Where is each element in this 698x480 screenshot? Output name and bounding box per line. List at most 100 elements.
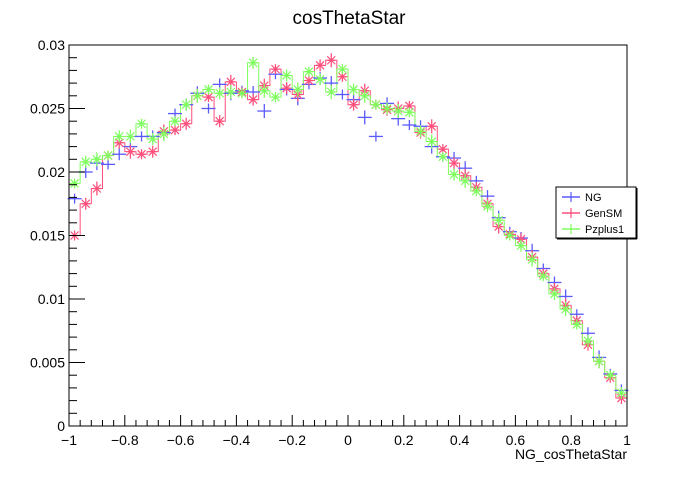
y-tick-label: 0.03 xyxy=(38,37,65,53)
data-point xyxy=(114,130,124,143)
data-point xyxy=(416,125,425,138)
data-point xyxy=(282,82,292,95)
data-point xyxy=(70,178,80,189)
legend-label: Pzplus1 xyxy=(585,224,624,236)
data-point xyxy=(101,159,116,170)
data-point xyxy=(125,144,135,159)
data-point xyxy=(572,319,582,330)
data-point xyxy=(103,150,113,161)
data-point xyxy=(81,197,91,210)
data-point xyxy=(382,102,392,115)
data-point xyxy=(226,84,236,99)
data-point xyxy=(293,82,303,97)
data-point xyxy=(326,53,336,68)
x-axis-label: NG_cosThetaStar xyxy=(515,446,627,462)
data-point xyxy=(201,103,216,114)
data-point xyxy=(427,134,437,149)
data-point xyxy=(170,116,180,127)
x-tick-label: 0.2 xyxy=(394,432,414,448)
data-point xyxy=(460,173,470,188)
data-point xyxy=(92,152,102,167)
data-point xyxy=(438,151,448,162)
data-point xyxy=(616,386,626,399)
data-point xyxy=(181,117,191,130)
data-point xyxy=(360,88,370,103)
data-point xyxy=(527,252,537,267)
data-point xyxy=(583,334,593,347)
y-tick-label: 0.005 xyxy=(30,355,65,371)
data-point xyxy=(204,84,213,95)
data-point xyxy=(257,104,272,119)
data-point xyxy=(271,64,280,75)
chart-title: cosThetaStar xyxy=(293,8,407,29)
data-point xyxy=(483,200,492,213)
y-tick-label: 0.02 xyxy=(38,164,65,180)
x-tick-label: −1 xyxy=(61,432,77,448)
y-tick-label: 0 xyxy=(57,418,65,434)
x-tick-label: 0.6 xyxy=(506,432,526,448)
x-tick-label: 0 xyxy=(344,432,352,448)
data-point xyxy=(181,98,191,111)
data-point xyxy=(170,125,180,136)
x-tick-label: −0.6 xyxy=(167,432,195,448)
data-point xyxy=(393,104,403,119)
data-point xyxy=(304,75,314,86)
x-tick-label: 0.8 xyxy=(561,432,581,448)
data-point xyxy=(471,186,481,197)
data-point xyxy=(349,83,359,96)
data-point xyxy=(137,118,146,129)
data-point xyxy=(259,83,269,98)
legend-label: NG xyxy=(585,192,602,204)
y-tick-label: 0.025 xyxy=(30,101,65,117)
data-point xyxy=(368,131,383,142)
data-point xyxy=(282,69,292,82)
x-tick-label: 0.4 xyxy=(450,432,470,448)
data-point xyxy=(248,93,258,106)
data-point xyxy=(505,230,515,241)
data-point xyxy=(605,370,615,381)
data-point xyxy=(125,129,135,144)
data-point xyxy=(337,64,347,75)
data-point xyxy=(335,89,350,100)
data-point xyxy=(159,126,169,141)
data-point xyxy=(538,271,548,282)
data-point xyxy=(371,99,381,110)
x-tick-label: −0.4 xyxy=(223,432,251,448)
data-point xyxy=(349,98,359,111)
y-tick-label: 0.015 xyxy=(30,228,65,244)
data-point xyxy=(449,157,459,170)
data-point xyxy=(137,149,146,160)
data-point xyxy=(315,73,325,86)
data-point xyxy=(494,213,504,228)
data-point xyxy=(315,59,325,72)
data-point xyxy=(550,287,559,300)
y-tick-label: 0.01 xyxy=(38,291,65,307)
series-pzplus1 xyxy=(70,56,626,399)
data-point xyxy=(357,110,372,125)
data-point xyxy=(427,119,437,134)
data-point xyxy=(215,87,225,100)
data-point xyxy=(449,168,459,181)
data-point xyxy=(402,120,417,131)
data-point xyxy=(337,71,347,82)
legend-item-ng: NG xyxy=(562,192,602,204)
data-point xyxy=(148,145,158,158)
data-point xyxy=(81,155,91,168)
data-point xyxy=(561,302,571,317)
data-point xyxy=(192,88,202,103)
data-point xyxy=(594,354,604,369)
data-point xyxy=(326,84,336,99)
x-tick-label: 1 xyxy=(623,432,631,448)
x-tick-label: −0.8 xyxy=(111,432,139,448)
data-point xyxy=(304,66,314,77)
data-point xyxy=(404,107,414,118)
data-point xyxy=(516,239,526,252)
data-point xyxy=(271,92,280,103)
data-point xyxy=(92,181,102,196)
data-point xyxy=(67,193,82,204)
data-point xyxy=(237,88,247,99)
x-tick-label: −0.2 xyxy=(278,432,306,448)
legend-item-pzplus1: Pzplus1 xyxy=(562,224,624,236)
